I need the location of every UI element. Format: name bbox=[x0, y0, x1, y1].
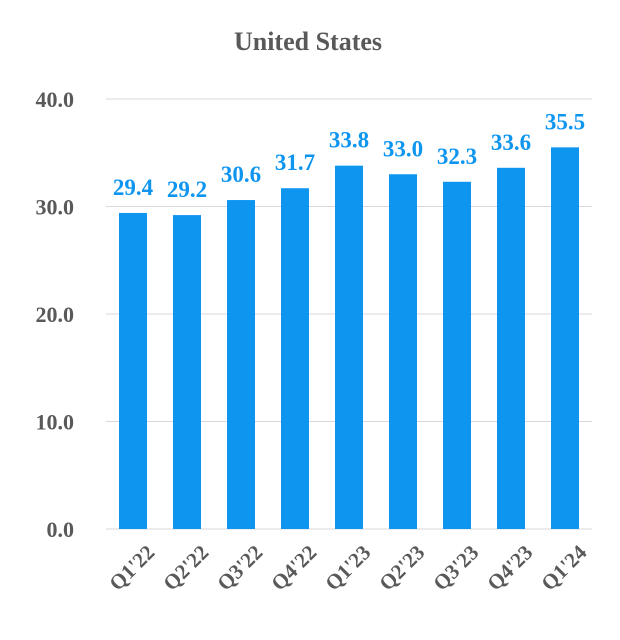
bar bbox=[335, 165, 363, 529]
data-label: 29.2 bbox=[167, 177, 207, 202]
y-tick-label: 30.0 bbox=[36, 195, 75, 220]
y-axis-tick-labels: 0.0 10.0 20.0 30.0 40.0 bbox=[36, 87, 75, 542]
bar bbox=[551, 147, 579, 529]
x-tick-label: Q4'23 bbox=[482, 540, 537, 595]
y-tick-label: 10.0 bbox=[36, 410, 75, 435]
data-label: 33.0 bbox=[383, 136, 423, 161]
bars bbox=[119, 147, 579, 530]
x-tick-label: Q3'22 bbox=[212, 540, 267, 595]
bar bbox=[119, 212, 147, 529]
data-label: 32.3 bbox=[437, 144, 477, 169]
bar bbox=[389, 174, 417, 529]
data-label: 33.6 bbox=[491, 130, 531, 155]
data-label: 31.7 bbox=[275, 150, 315, 175]
x-tick-label: Q2'22 bbox=[158, 540, 213, 595]
data-label: 29.4 bbox=[113, 175, 154, 200]
data-label: 30.6 bbox=[221, 162, 261, 187]
x-tick-label: Q3'23 bbox=[428, 540, 483, 595]
data-labels: 29.4 29.2 30.6 31.7 33.8 33.0 32.3 33.6 35.5 bbox=[113, 109, 585, 202]
x-axis-tick-labels: Q1'22 Q2'22 Q3'22 Q4'22 Q1'23 Q2'23 Q3'23 Q4'23… bbox=[104, 540, 591, 595]
x-tick-label: Q2'23 bbox=[374, 540, 429, 595]
chart-title: United States bbox=[234, 27, 382, 56]
x-tick-label: Q1'24 bbox=[536, 540, 591, 595]
y-tick-label: 40.0 bbox=[36, 87, 75, 112]
data-label: 35.5 bbox=[545, 109, 585, 134]
x-tick-label: Q4'22 bbox=[266, 540, 321, 595]
x-tick-label: Q1'22 bbox=[104, 540, 159, 595]
data-label: 33.8 bbox=[329, 128, 369, 153]
y-tick-label: 20.0 bbox=[36, 302, 75, 327]
bar bbox=[227, 200, 255, 530]
bar bbox=[443, 181, 471, 529]
y-tick-label: 0.0 bbox=[47, 517, 75, 542]
bar bbox=[497, 167, 525, 530]
x-tick-label: Q1'23 bbox=[320, 540, 375, 595]
bar bbox=[173, 215, 201, 529]
bar bbox=[281, 188, 309, 529]
